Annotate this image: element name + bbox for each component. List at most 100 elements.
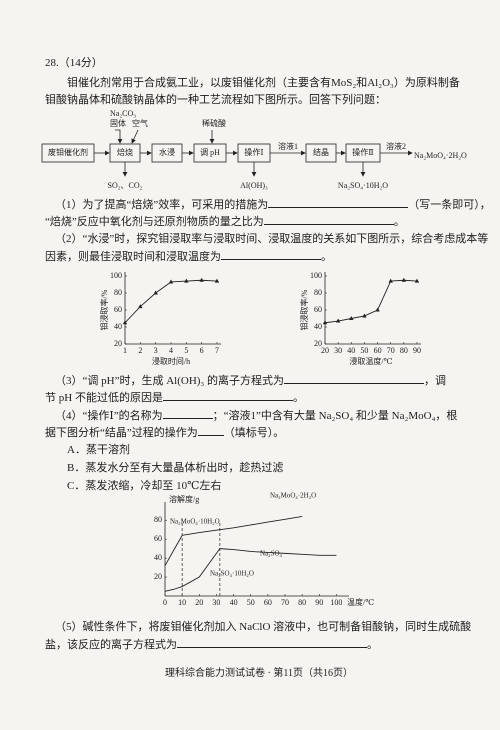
data-point (153, 290, 158, 295)
data-point (168, 279, 174, 284)
text: 据下图分析“结晶”过程的操作为 (45, 427, 198, 439)
x-axis-label: 温度/℃ (347, 597, 374, 607)
flow-chart: 废钼催化剂 焙烧 水浸 调 pH 操作Ⅰ 结晶 操作Ⅱ 溶液1 溶液2 Na₂M… (41, 109, 467, 190)
node: 操作Ⅱ (352, 147, 373, 157)
x-tick-label: 7 (215, 346, 219, 355)
y-tick-label: 20 (154, 572, 162, 581)
question-line: （3）“调 pH”时，生成 Al(OH)₃ 的离子方程式为 ，调 (55, 373, 446, 388)
option: A．蒸干溶剂 (67, 444, 130, 456)
text: 节 pH 不能过低的原因是 (45, 392, 163, 404)
option: C．蒸发浓缩，冷却至 10℃左右 (67, 480, 222, 492)
x-tick-label: 5 (184, 346, 188, 355)
intro-line: 钼催化剂常用于合成氨工业，以废钼催化剂（主要含有MoS₂和Al₂O₃）为原料制备 (67, 77, 460, 89)
arrow (131, 129, 139, 144)
blank (162, 390, 293, 401)
text: 盐，该反应的离子方程式为 (45, 639, 177, 651)
text: （写一条即可）， (408, 199, 491, 211)
option: B．蒸发水分至有大量晶体析出时，趁热过滤 (67, 462, 284, 474)
x-tick-label: 20 (195, 598, 203, 607)
y-axis-label: 钼浸取率/% (299, 289, 309, 330)
input: 稀硫酸 (202, 118, 226, 128)
footer: 理科综合能力测试试卷 · 第11页（共16页） (165, 668, 353, 679)
data-point (375, 307, 380, 312)
y-tick-label: 100 (110, 271, 122, 280)
text: （3）“调 pH”时，生成 Al(OH)₃ 的离子方程式为 (55, 375, 285, 387)
text: 。 (321, 251, 332, 263)
text: （填标号）。 (223, 427, 285, 439)
node: 废钼催化剂 (48, 147, 88, 157)
stream-label: 溶液2 (386, 141, 406, 151)
text: （4）“操作Ⅰ”的名称为 (55, 410, 163, 422)
x-tick-label: 0 (163, 598, 167, 607)
y-tick-label: 60 (154, 534, 162, 543)
y-axis-label: 溶解度/g (169, 494, 199, 504)
x-tick-label: 70 (281, 598, 289, 607)
blank (284, 373, 425, 384)
x-tick-label: 80 (298, 598, 306, 607)
blank (263, 214, 394, 225)
x-tick-label: 6 (200, 346, 204, 355)
text: 。 (292, 392, 304, 404)
question-line: （4）“操作Ⅰ”的名称为 ；“溶液1”中含有大量 Na₂SO₄ 和少量 Na₂Mo… (55, 408, 457, 423)
y-axis-label: 钼浸取率/% (99, 289, 109, 330)
output: Na₂SO₄·10H₂O (338, 181, 388, 190)
series-label: Na₂MoO₄·2H₂O (270, 492, 316, 500)
output: SO₂、CO₂ (108, 181, 143, 190)
x-tick-label: 40 (347, 346, 355, 355)
data-line (164, 548, 221, 592)
stream-label: 溶液1 (278, 141, 298, 151)
question-line: “焙烧”反应中氧化剂与还原剂物质的量之比为 。 (45, 214, 405, 229)
series-label: Na₂SO₄·10H₂O (210, 570, 254, 578)
y-tick-label: 80 (314, 288, 322, 297)
x-tick-label: 3 (154, 346, 158, 355)
x-tick-label: 30 (334, 346, 342, 355)
text: 。 (393, 216, 405, 228)
blank (268, 197, 409, 208)
text: 因素，则最佳浸取时间和浸取温度为 (45, 251, 221, 263)
x-tick-label: 10 (178, 598, 186, 607)
x-tick-label: 30 (212, 598, 220, 607)
data-point (199, 277, 204, 282)
data-line (182, 515, 303, 536)
y-tick-label: 80 (154, 515, 162, 524)
x-tick-label: 40 (230, 598, 238, 607)
x-axis-label: 浸取时间/h (152, 356, 190, 366)
node: 操作Ⅰ (244, 147, 263, 157)
data-point (335, 318, 341, 323)
input: 空气 (132, 118, 148, 128)
data-point (388, 278, 393, 283)
x-tick-label: 70 (387, 346, 395, 355)
data-point (184, 278, 189, 283)
x-tick-label: 4 (169, 346, 173, 355)
node: 调 pH (200, 148, 220, 157)
x-tick-label: 50 (247, 598, 255, 607)
x-tick-label: 1 (123, 346, 127, 355)
blank (197, 425, 224, 436)
data-line (164, 535, 183, 566)
y-tick-label: 40 (314, 322, 322, 331)
x-tick-label: 90 (413, 346, 421, 355)
question-line: 据下图分析“结晶”过程的操作为 （填标号）。 (45, 425, 284, 440)
chart: 1 2 3 4 5 6 7 20 40 60 80 100 浸取时间/h 钼浸取率/% (99, 271, 221, 366)
text: ；“溶液1”中含有大量 Na₂SO₄ 和少量 Na₂MoO₄，根 (212, 410, 458, 422)
x-tick-label: 2 (138, 346, 142, 355)
input: Na₂CO₃ (110, 109, 136, 118)
y-tick-label: 80 (114, 288, 122, 297)
y-tick-label: 100 (310, 271, 322, 280)
question-line: 盐，该反应的离子方程式为 。 (45, 637, 378, 652)
blank (221, 249, 321, 260)
text: “焙烧”反应中氧化剂与还原剂物质的量之比为 (45, 216, 264, 228)
data-line (124, 279, 218, 324)
text: （1）为了提高“焙烧”效率，可采用的措施为 (55, 199, 269, 211)
y-tick-label: 40 (114, 322, 122, 331)
product: Na₂MoO₄·2H₂O (414, 151, 467, 160)
x-axis-label: 浸取温度/℃ (349, 356, 392, 366)
data-line (324, 279, 418, 324)
arrow (115, 129, 123, 144)
data-point (214, 278, 220, 283)
question-line: （5）碱性条件下，将废钼催化剂加入 NaClO 溶液中，也可制备钼酸钠，同时生成… (55, 621, 472, 633)
x-tick-label: 50 (360, 346, 368, 355)
input: 固体 (110, 118, 126, 128)
data-point (138, 304, 143, 309)
